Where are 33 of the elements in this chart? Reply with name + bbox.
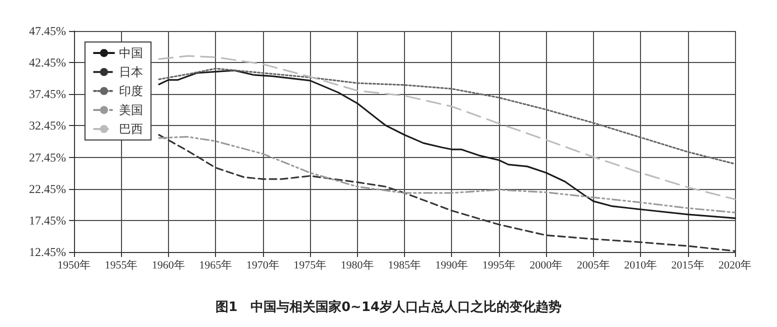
x-tick-label: 1990年 <box>435 260 468 272</box>
x-tick-label: 1975年 <box>294 260 327 272</box>
x-tick-label: 1980年 <box>340 260 374 272</box>
y-tick-label: 22.45% <box>29 182 66 196</box>
legend-label: 印度 <box>119 84 143 98</box>
x-tick-label: 1960年 <box>152 260 185 272</box>
line-series <box>158 70 736 220</box>
x-tick-label: 1955年 <box>104 260 138 272</box>
x-tick-label: 1985年 <box>388 260 421 272</box>
y-tick-label: 37.45% <box>29 87 66 102</box>
legend-label: 巴西 <box>119 122 143 136</box>
x-tick-label: 2010年 <box>624 260 658 272</box>
x-tick-label: 1950年 <box>58 260 90 272</box>
legend-label: 日本 <box>119 65 143 79</box>
legend-label: 中国 <box>119 46 143 60</box>
legend-label: 美国 <box>119 103 143 117</box>
y-tick-label: 47.45% <box>29 24 66 38</box>
x-tick-label: 1965年 <box>199 260 232 272</box>
x-tick-label: 2005年 <box>576 260 610 272</box>
y-tick-label: 42.45% <box>29 56 66 70</box>
line-series <box>158 55 736 200</box>
x-tick-label: 2020年 <box>718 260 752 272</box>
line-series <box>158 68 736 165</box>
y-tick-label: 27.45% <box>29 150 66 164</box>
x-tick-label: 1995年 <box>482 260 516 272</box>
x-tick-label: 2000年 <box>530 260 563 272</box>
x-tick-label: 1970年 <box>246 260 280 272</box>
text: 图1 中国与相关国家0~14岁人口占总人口之比的变化趋势 <box>215 299 562 315</box>
y-tick-label: 12.45% <box>29 245 66 259</box>
y-tick-label: 32.45% <box>29 118 66 133</box>
x-tick-label: 2015年 <box>671 260 704 272</box>
y-tick-label: 17.45% <box>29 213 66 228</box>
line-series <box>158 136 736 214</box>
